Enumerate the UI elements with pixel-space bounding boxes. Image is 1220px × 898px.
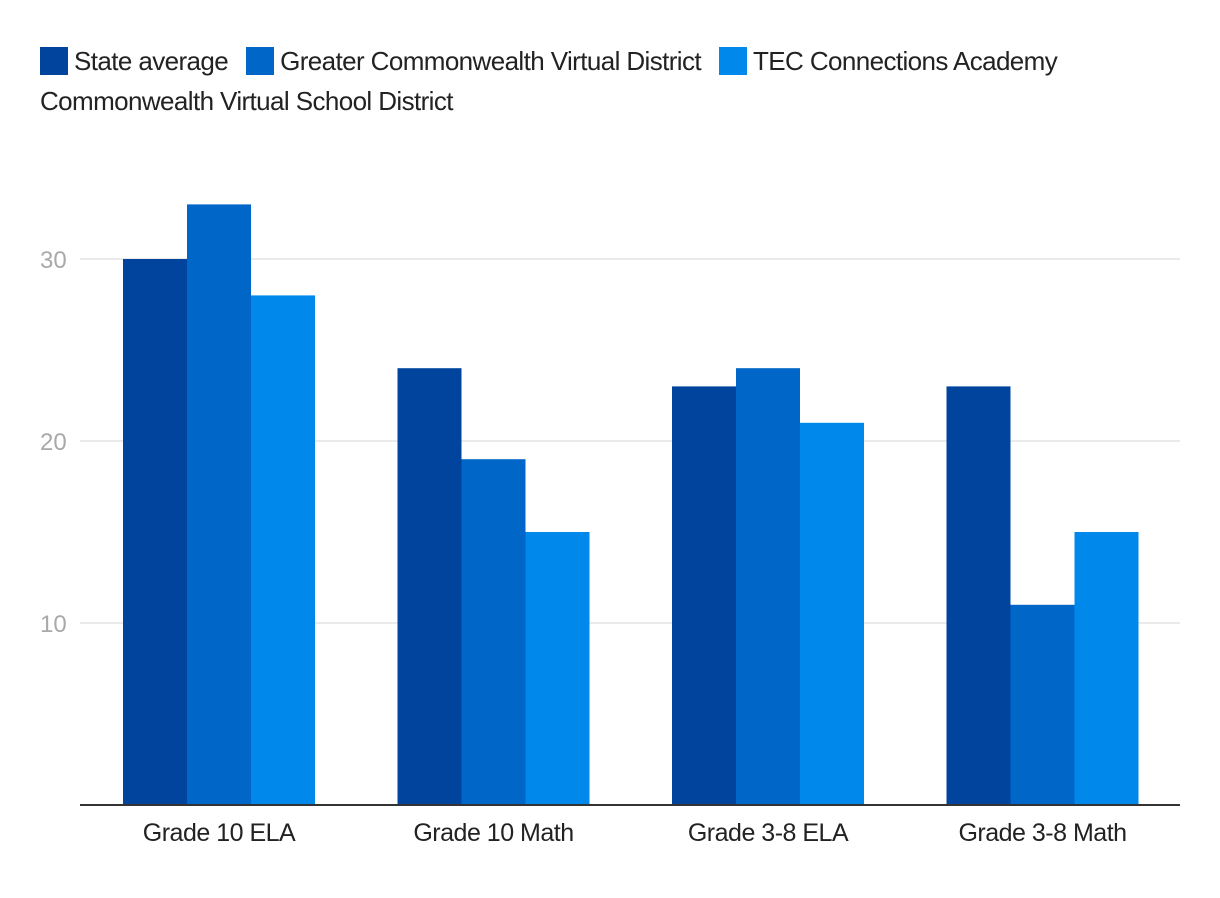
- bar-grade-3-8-math-series-2: [1074, 532, 1139, 805]
- x-tick-label-grade-10-ela: Grade 10 ELA: [143, 819, 296, 847]
- bar-grade-10-ela-series-2: [251, 295, 315, 805]
- legend-row-second: Commonwealth Virtual School District: [40, 84, 1180, 118]
- bar-grade-10-ela-series-1: [187, 204, 251, 805]
- bar-grade-3-8-math-series-1: [1010, 604, 1075, 805]
- legend: State average Greater Commonwealth Virtu…: [40, 44, 1180, 118]
- bar-grade-10-ela-series-0: [123, 259, 187, 805]
- bar-grade-3-8-ela-series-0: [672, 386, 736, 805]
- legend-swatch-state-average: [40, 47, 68, 75]
- legend-label-tec-connections: TEC Connections Academy: [753, 45, 1058, 76]
- legend-label-state-average: State average: [74, 45, 229, 76]
- legend-item-tec-connections: TEC Connections Academy: [719, 45, 1058, 77]
- x-tick-label-grade-3-8-ela: Grade 3-8 ELA: [688, 819, 849, 847]
- legend-swatch-tec-connections: [719, 47, 747, 75]
- legend-row: State average Greater Commonwealth Virtu…: [40, 44, 1180, 78]
- bar-grade-10-math-series-1: [461, 459, 526, 805]
- legend-label-greater-commonwealth: Greater Commonwealth Virtual District: [280, 45, 702, 76]
- bar-grade-10-math-series-0: [397, 368, 462, 805]
- bar-grade-3-8-ela-series-1: [736, 368, 800, 805]
- y-tick-label-10: 10: [40, 611, 67, 638]
- bar-grade-3-8-math-series-0: [946, 386, 1011, 805]
- y-tick-label-20: 20: [40, 429, 67, 456]
- x-tick-label-grade-10-math: Grade 10 Math: [413, 819, 573, 847]
- legend-label-commonwealth-virtual: Commonwealth Virtual School District: [40, 85, 453, 116]
- x-tick-label-grade-3-8-math: Grade 3-8 Math: [958, 819, 1126, 847]
- bar-grade-10-math-series-2: [525, 532, 590, 805]
- y-tick-label-30: 30: [40, 247, 67, 274]
- legend-item-greater-commonwealth: Greater Commonwealth Virtual District: [246, 45, 702, 77]
- legend-swatch-greater-commonwealth: [246, 47, 275, 75]
- bar-grade-3-8-ela-series-2: [800, 422, 864, 805]
- legend-item-state-average: State average: [40, 45, 229, 77]
